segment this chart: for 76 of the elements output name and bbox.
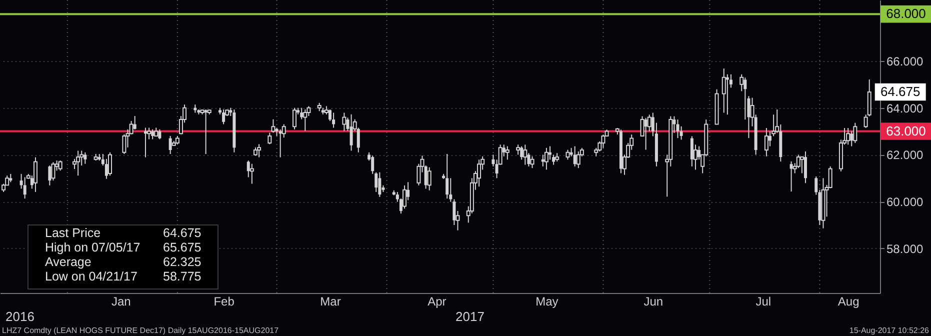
y-tick-label: 64.000 <box>886 101 924 116</box>
text: Last Price 64.675 <box>45 226 202 240</box>
ref-line-label: 68.000 <box>886 6 926 22</box>
y-tick-label: 60.000 <box>886 195 924 210</box>
candlestick <box>168 135 172 154</box>
text: 2016 <box>6 309 34 324</box>
candlestick <box>644 117 648 150</box>
candlestick <box>523 144 528 166</box>
candlestick <box>133 116 136 130</box>
x-tick-label: Jul <box>756 294 772 308</box>
y-tick-label: 62.000 <box>886 148 924 162</box>
candlestick <box>48 164 52 186</box>
text: 2017 <box>456 309 484 324</box>
x-tick-label: Jan <box>111 294 131 308</box>
candlestick <box>722 68 726 114</box>
text: High on 07/05/17 65.675 <box>45 240 202 254</box>
candlestick <box>680 126 683 140</box>
text: Average 62.325 <box>45 255 202 269</box>
candlestick <box>764 127 768 157</box>
candlestick <box>58 160 62 172</box>
x-tick-label: May <box>536 294 558 308</box>
candlestick <box>516 144 520 156</box>
candlestick <box>796 154 800 169</box>
x-tick-label: Feb <box>214 294 235 308</box>
candlestick <box>271 118 276 134</box>
text: 15-Aug-2017 10:52:26 <box>849 326 930 335</box>
candlestick <box>601 134 606 148</box>
candlestick <box>33 156 38 192</box>
candlestick <box>477 159 482 188</box>
ref-line-label: 63.000 <box>886 123 926 138</box>
candlestick <box>84 152 87 164</box>
text: Low on 04/21/17 58.775 <box>45 270 202 284</box>
candlestick <box>222 108 226 125</box>
candlestick <box>158 128 162 140</box>
candlestick <box>492 154 495 167</box>
y-tick-label: 66.000 <box>886 54 924 68</box>
candlestick <box>332 112 336 128</box>
candlestick <box>23 176 26 200</box>
candlestick <box>530 156 534 169</box>
candlestick <box>544 147 548 170</box>
candlestick <box>576 150 580 169</box>
candlestick <box>744 77 747 120</box>
candlestick <box>676 119 680 139</box>
candlestick <box>505 146 510 160</box>
candlestick <box>378 172 382 198</box>
candlestick <box>768 130 772 147</box>
candlestick <box>151 128 154 140</box>
candlestick <box>108 152 112 176</box>
text: LHZ7 Comdty (LEAN HOGS FUTURE Dec17) Daily 15AUG2016-15AUG2017 <box>2 326 280 335</box>
x-tick-label: Apr <box>428 294 446 308</box>
candlestick <box>204 108 208 154</box>
candlestick <box>846 127 850 146</box>
candlestick <box>402 184 407 210</box>
candlestick <box>122 134 126 154</box>
x-tick-label: Jun <box>644 294 664 308</box>
candlestick <box>257 144 262 158</box>
candlestick <box>804 150 807 184</box>
candlestick <box>566 149 570 160</box>
candlestick <box>342 112 346 132</box>
candlestick <box>268 132 272 145</box>
candlestick <box>790 161 793 192</box>
candlestick <box>300 107 304 120</box>
candlestick <box>446 154 449 200</box>
candlestick <box>250 163 254 184</box>
candlestick <box>853 122 858 144</box>
candlestick <box>573 146 576 167</box>
annotation: 64.675 <box>880 84 920 99</box>
candlestick <box>350 114 353 152</box>
candlestick <box>292 107 297 130</box>
x-tick-label: Mar <box>320 294 341 308</box>
x-tick-label: Aug <box>838 294 860 308</box>
candlestick <box>690 136 694 167</box>
candlestick <box>427 166 432 191</box>
candlestick <box>76 150 80 176</box>
candlestick <box>303 108 308 132</box>
y-tick-label: 58.000 <box>886 242 924 256</box>
